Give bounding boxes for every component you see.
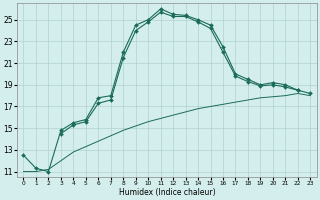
X-axis label: Humidex (Indice chaleur): Humidex (Indice chaleur) bbox=[119, 188, 215, 197]
